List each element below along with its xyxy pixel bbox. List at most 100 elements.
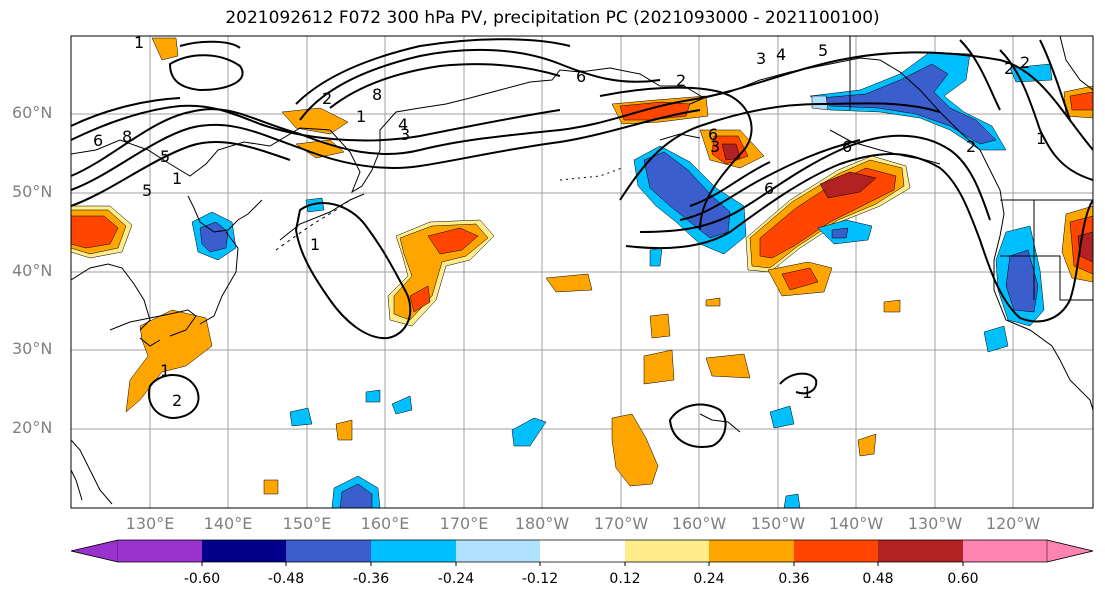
precip-negative-region — [511, 417, 547, 447]
contour-label: 6 — [764, 179, 774, 198]
precip-fields — [71, 37, 1093, 508]
lon-label: 120°W — [985, 514, 1041, 533]
colorbar-segment — [540, 540, 625, 562]
colorbar-tick-label: -0.12 — [521, 571, 559, 587]
precip-positive-region — [705, 297, 721, 307]
precip-positive-region — [705, 353, 751, 379]
lon-label: 130°W — [907, 514, 963, 533]
precip-negative-region — [769, 405, 795, 429]
contour-label: 4 — [776, 45, 786, 64]
lat-label-30n: 30°N — [12, 339, 53, 358]
contour-label: 8 — [372, 85, 382, 104]
contour-label: 2 — [676, 71, 686, 90]
contour-label: 3 — [400, 125, 410, 144]
precip-positive-region — [819, 171, 877, 199]
contour-label: 2 — [172, 391, 182, 410]
colorbar-tick-label: -0.36 — [352, 571, 390, 587]
precip-negative-region — [783, 493, 801, 508]
lon-label: 170°W — [593, 514, 649, 533]
lon-label: 140°W — [828, 514, 884, 533]
colorbar-tick-label: 0.60 — [947, 571, 979, 587]
precip-positive-region — [545, 273, 593, 293]
precip-positive-region — [1069, 91, 1093, 111]
precip-negative-region — [365, 389, 381, 403]
contour-label: 2 — [966, 137, 976, 156]
colorbar-segment — [371, 540, 456, 562]
precip-negative-region — [1005, 249, 1039, 313]
colorbar-outline — [70, 539, 1094, 563]
precip-positive-region — [857, 433, 877, 457]
contour-label: 4 — [398, 115, 408, 134]
colorbar — [70, 539, 1094, 566]
lat-label-50n: 50°N — [12, 182, 53, 201]
precip-positive-region — [335, 419, 353, 441]
contour-label: 6 — [842, 137, 852, 156]
colorbar-segment — [202, 540, 286, 562]
map-title: 2021092612 F072 300 hPa PV, precipitatio… — [225, 8, 880, 28]
contour-label: 6 — [576, 67, 586, 86]
lat-label-40n: 40°N — [12, 261, 53, 280]
precip-negative-region — [339, 483, 373, 508]
precip-negative-region — [831, 227, 849, 239]
precip-positive-region — [281, 107, 349, 135]
contour-label: 1 — [310, 235, 320, 254]
lon-label: 170°E — [439, 514, 489, 533]
contour-label: 2 — [322, 89, 332, 108]
lon-label: 130°E — [125, 514, 175, 533]
map-plot-area: 1 6 8 5 5 1 2 1 4 3 8 6 2 3 6 3 4 5 6 6 … — [71, 33, 1093, 508]
contour-label: 8 — [122, 127, 132, 146]
lat-label-60n: 60°N — [12, 103, 53, 122]
precip-positive-region — [883, 299, 901, 313]
contour-label: 3 — [756, 49, 766, 68]
precip-negative-region — [983, 325, 1009, 353]
precip-positive-region — [409, 285, 431, 313]
contour-label: 2 — [1004, 59, 1014, 78]
lon-label: 160°E — [360, 514, 410, 533]
precip-negative-region — [391, 395, 413, 415]
map-frame — [70, 35, 1094, 509]
contour-labels: 1 6 8 5 5 1 2 1 4 3 8 6 2 3 6 3 4 5 6 6 … — [93, 33, 1046, 410]
lat-label-20n: 20°N — [12, 418, 53, 437]
precip-positive-region — [71, 215, 119, 249]
precip-positive-region — [721, 143, 741, 161]
precip-positive-region — [649, 313, 671, 339]
lon-label: 140°E — [203, 514, 253, 533]
precip-negative-region — [649, 247, 663, 267]
colorbar-tick-label: 0.24 — [693, 571, 725, 587]
lon-label: 150°E — [282, 514, 332, 533]
coastlines — [71, 36, 1093, 505]
colorbar-segment — [625, 540, 709, 562]
precip-positive-region — [151, 37, 179, 61]
contour-label: 2 — [1020, 53, 1030, 72]
colorbar-segment — [878, 540, 963, 562]
contour-label: 1 — [134, 33, 144, 52]
colorbar-tick-label: 0.48 — [862, 571, 894, 587]
contour-label: 5 — [142, 181, 152, 200]
contour-label: 6 — [93, 131, 103, 150]
contour-label: 1 — [356, 107, 366, 126]
contour-label: 5 — [160, 147, 170, 166]
colorbar-segment — [709, 540, 794, 562]
colorbar-tick-label: -0.48 — [267, 571, 305, 587]
pv-contours — [71, 38, 1093, 448]
precip-negative-region — [305, 197, 325, 213]
colorbar-tick-label: -0.24 — [437, 571, 475, 587]
colorbar-segment — [286, 540, 371, 562]
colorbar-tick-label: 0.36 — [778, 571, 810, 587]
precip-positive-region — [427, 227, 479, 255]
colorbar-high-extension — [1046, 539, 1094, 563]
precip-negative-region — [199, 221, 229, 253]
colorbar-segment — [794, 540, 878, 562]
lon-label: 160°W — [671, 514, 727, 533]
colorbar-tick-label: -0.60 — [183, 571, 221, 587]
precip-positive-region — [643, 349, 675, 385]
contour-label: 1 — [1036, 129, 1046, 148]
contour-label: 1 — [802, 383, 812, 402]
precip-positive-region — [611, 413, 659, 487]
contour-label: 3 — [710, 137, 720, 156]
precip-positive-region — [781, 267, 819, 291]
colorbar-tick-label: 0.12 — [609, 571, 641, 587]
precip-positive-region — [263, 479, 279, 495]
precip-negative-region — [289, 407, 313, 427]
